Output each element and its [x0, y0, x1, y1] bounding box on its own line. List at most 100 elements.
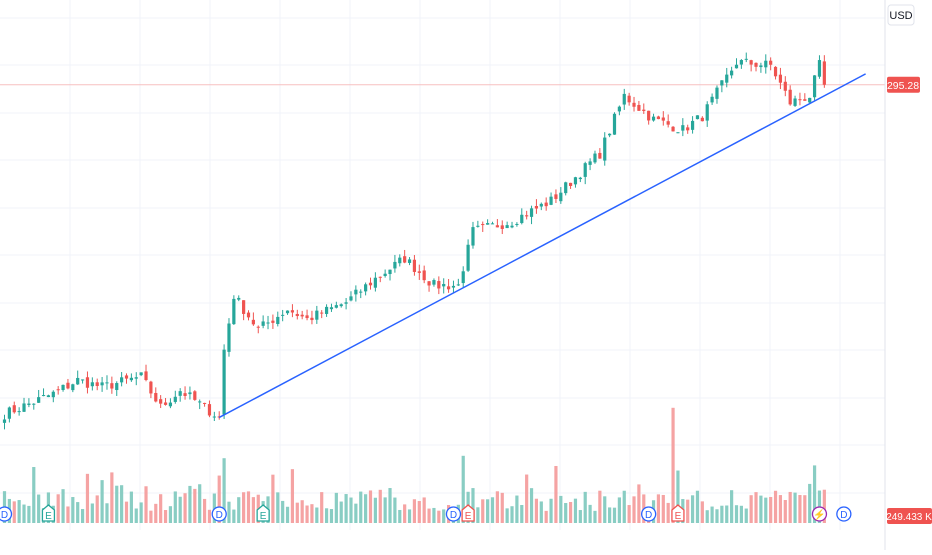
candle-body [490, 223, 495, 225]
earnings-icon[interactable]: E [671, 504, 685, 522]
candle-body [705, 104, 709, 121]
volume-bar [744, 508, 748, 523]
candle-body [466, 244, 470, 271]
candle-body [256, 326, 260, 328]
candle-body [198, 401, 202, 403]
dividend-icon[interactable]: D [211, 506, 227, 522]
candle-body [783, 81, 787, 91]
last-price-label: 295.28 [887, 80, 919, 92]
volume-bar [407, 509, 412, 523]
dividend-icon[interactable]: D [0, 506, 13, 522]
volume-bar [66, 506, 70, 523]
earnings-icon[interactable]: E [461, 504, 475, 522]
volume-bar [383, 497, 387, 523]
candle-body [154, 392, 158, 402]
earnings-icon[interactable]: E [41, 504, 56, 522]
volume-bar [578, 510, 582, 523]
volume-bar [554, 465, 558, 523]
candle-body [793, 98, 797, 106]
candle-body [17, 411, 21, 413]
volume-bar [120, 485, 124, 523]
candle-body [100, 382, 104, 386]
volume-bar [188, 485, 192, 523]
candle-body [56, 389, 60, 391]
volume-bar [398, 509, 402, 523]
volume-bar [583, 491, 587, 523]
volume-bar [598, 490, 602, 523]
candle-body [281, 314, 285, 316]
candle-body [598, 152, 602, 159]
dividend-icon[interactable]: D [641, 506, 657, 522]
currency-label-box[interactable]: USD [887, 4, 915, 26]
candle-body [749, 60, 753, 65]
volume-bar [476, 507, 480, 523]
candle-body [661, 117, 665, 121]
volume-bar [632, 496, 636, 523]
dividend-icon[interactable]: D [445, 506, 462, 522]
volume-bar [773, 490, 778, 523]
volume-bar [393, 497, 397, 523]
candle-body [105, 382, 109, 384]
dividend-icon[interactable]: D [836, 506, 852, 522]
candle-body [261, 321, 265, 326]
volume-bar [617, 497, 621, 523]
candle-body [212, 416, 216, 418]
volume-bar [17, 500, 21, 523]
volume-bar [486, 499, 490, 523]
candle-body [539, 203, 543, 207]
volume-bar [349, 497, 353, 523]
candle-body [822, 61, 826, 85]
candle-body [754, 62, 758, 67]
candle-body [163, 402, 168, 405]
volume-bar [271, 474, 275, 523]
volume-bar [95, 495, 99, 523]
candle-body [403, 256, 407, 263]
candle-body [612, 113, 617, 135]
candle-body [588, 161, 592, 165]
candle-body [12, 405, 16, 413]
candle-body [388, 269, 392, 275]
candle-body [95, 382, 99, 386]
svg-text:D: D [1, 510, 8, 521]
volume-bar [344, 494, 348, 523]
volume-bar [671, 407, 675, 523]
volume-bar [529, 488, 534, 523]
volume-bar [173, 491, 177, 523]
candle-body [339, 304, 343, 307]
lightning-icon[interactable]: ⚡ [811, 506, 828, 522]
volume-bar [290, 469, 295, 523]
candle-body [627, 95, 631, 103]
candle-body [290, 310, 295, 313]
candle-body [242, 300, 246, 314]
volume-bar [281, 500, 285, 523]
volume-bar [656, 494, 661, 523]
volume-bar [525, 474, 529, 523]
volume-bar [163, 510, 168, 523]
candle-body [124, 375, 129, 379]
volume-bar [168, 506, 173, 523]
volume-bar [539, 501, 543, 523]
candle-body [334, 305, 338, 308]
candle-body [744, 58, 748, 60]
volume-bar [80, 509, 85, 523]
earnings-icon[interactable]: E [256, 504, 270, 522]
volume-bar [90, 503, 94, 523]
candle-body [549, 196, 553, 205]
candle-body [232, 298, 236, 325]
candle-body [159, 399, 163, 404]
volume-bar [759, 495, 763, 523]
candle-body [573, 177, 578, 185]
candle-body [432, 280, 436, 285]
volume-bar [373, 497, 377, 523]
volume-bar [368, 490, 373, 523]
trendline[interactable] [218, 73, 866, 419]
volume-bar [412, 499, 417, 523]
candle-body [495, 225, 499, 228]
volume-bar [295, 502, 299, 523]
volume-bar [739, 505, 743, 523]
candle-body [476, 225, 480, 227]
candle-body [364, 284, 368, 292]
candle-body [422, 270, 426, 281]
volume-bar [329, 509, 334, 523]
